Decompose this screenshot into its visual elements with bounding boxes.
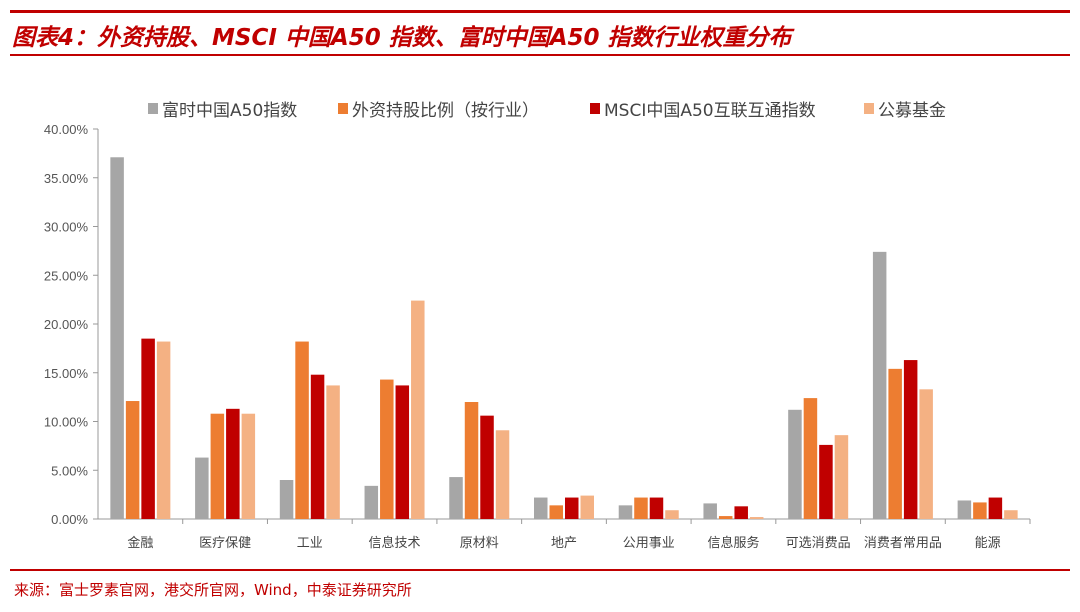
bar-2: [649, 497, 664, 519]
chart-title: 图表4：外资持股、MSCI 中国A50 指数、富时中国A50 指数行业权重分布: [12, 25, 792, 51]
bar-3: [919, 389, 933, 519]
x-tick-label: 信息服务: [707, 535, 759, 551]
bar-0: [872, 251, 887, 519]
top-rule: [10, 10, 1070, 13]
bar-3: [749, 517, 764, 519]
source-note: 来源：富士罗素官网，港交所官网，Wind，中泰证券研究所: [14, 581, 412, 599]
bar-1: [634, 497, 648, 519]
bar-3: [580, 495, 594, 519]
bar-3: [665, 510, 679, 519]
bar-2: [480, 415, 494, 519]
y-tick-label: 25.00%: [44, 268, 89, 283]
bar-3: [156, 341, 171, 519]
bar-3: [1004, 510, 1018, 519]
legend-swatch: [338, 103, 348, 114]
bar-0: [449, 477, 463, 519]
bar-0: [195, 457, 209, 519]
bar-1: [888, 368, 902, 519]
legend-swatch: [590, 103, 600, 114]
x-tick-label: 能源: [975, 536, 1001, 551]
y-tick-label: 40.00%: [44, 122, 89, 137]
bar-2: [310, 374, 325, 519]
legend-label: MSCI中国A50互联互通指数: [604, 101, 816, 121]
bar-3: [326, 385, 340, 519]
legend-swatch: [864, 103, 874, 114]
bar-2: [141, 338, 155, 519]
y-tick-label: 5.00%: [51, 463, 88, 478]
bar-3: [495, 430, 510, 519]
bar-1: [125, 401, 140, 519]
bar-3: [241, 413, 256, 519]
x-tick-label: 医疗保健: [199, 536, 251, 551]
x-tick-label: 原材料: [460, 536, 499, 551]
legend-label: 外资持股比例（按行业）: [352, 101, 539, 121]
bar-1: [803, 398, 818, 519]
bar-1: [295, 341, 309, 519]
legend-swatch: [148, 103, 158, 114]
bottom-rule: [10, 569, 1070, 571]
bar-0: [703, 503, 717, 519]
bar-0: [618, 505, 633, 519]
bar-0: [534, 497, 548, 519]
bar-1: [973, 502, 987, 519]
bar-1: [464, 402, 479, 519]
bar-0: [110, 157, 124, 519]
bar-2: [565, 497, 579, 519]
bar-2: [988, 497, 1003, 519]
bar-1: [380, 379, 394, 519]
bar-2: [734, 506, 748, 519]
legend-label: 公募基金: [878, 101, 946, 121]
bar-2: [226, 408, 240, 519]
bar-0: [279, 480, 294, 519]
y-tick-label: 0.00%: [51, 512, 88, 527]
legend-label: 富时中国A50指数: [162, 101, 297, 121]
bar-2: [903, 360, 918, 519]
bar-0: [957, 500, 972, 519]
x-tick-label: 工业: [297, 536, 323, 551]
x-tick-label: 可选消费品: [786, 536, 851, 551]
bar-1: [549, 505, 563, 519]
x-tick-label: 地产: [551, 536, 577, 551]
y-tick-label: 35.00%: [44, 171, 89, 186]
y-tick-label: 30.00%: [44, 220, 89, 235]
bar-3: [834, 435, 849, 519]
x-tick-label: 公用事业: [623, 536, 675, 551]
bar-2: [395, 385, 410, 519]
title-rule: [10, 54, 1070, 56]
bar-0: [364, 485, 379, 519]
bar-0: [788, 409, 802, 519]
y-tick-label: 15.00%: [44, 366, 89, 381]
bar-1: [210, 413, 225, 519]
x-tick-label: 金融: [127, 535, 153, 551]
x-tick-label: 消费者常用品: [864, 536, 942, 551]
bar-1: [718, 516, 733, 519]
y-tick-label: 20.00%: [44, 317, 89, 332]
bar-2: [819, 444, 833, 519]
y-tick-label: 10.00%: [44, 415, 89, 430]
x-tick-label: 信息技术: [369, 535, 421, 551]
bar-3: [411, 300, 425, 519]
